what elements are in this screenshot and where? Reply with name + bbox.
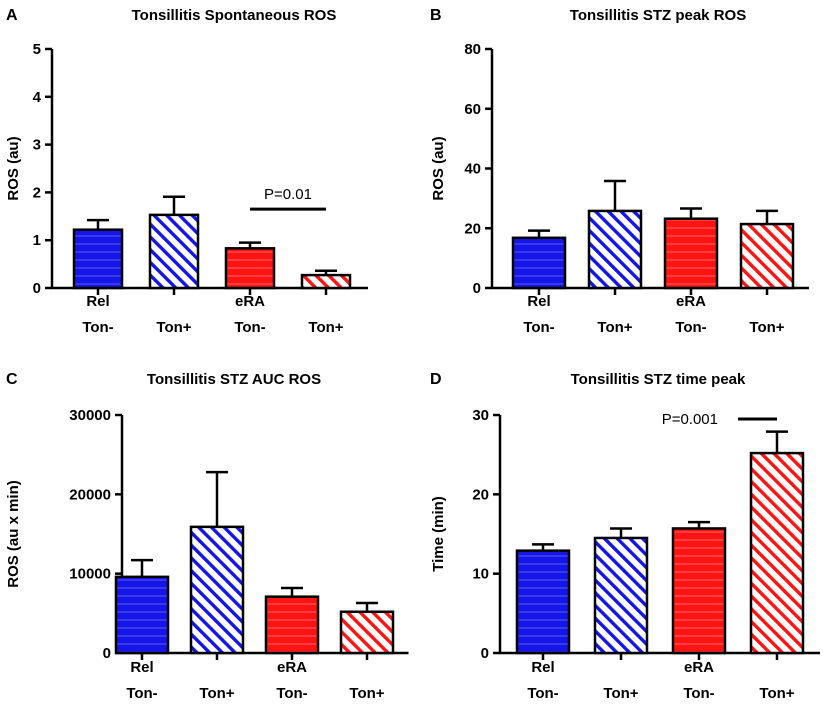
panel-b: B Tonsillitis STZ peak ROS ROS (au) 0 20 40 60… [430,7,809,336]
bar-2 [587,209,643,290]
y-tick-label: 0 [33,280,41,297]
bar-1 [72,228,124,290]
y-tick-label: 0 [473,280,481,297]
x-tick-label-group: eRA [684,659,714,676]
x-tick-label: Ton+ [759,685,794,702]
x-tick-label: Ton- [276,685,307,702]
bar-2 [148,213,200,290]
y-tick-label: 20 [472,486,489,503]
x-tick-label: Ton- [82,319,113,336]
y-tick-label: 60 [464,101,481,118]
x-tick-label: Ton- [527,685,558,702]
y-tick-label: 3 [33,137,41,154]
x-tick-label: Ton+ [308,319,343,336]
x-tick-label: Ton+ [156,319,191,336]
x-tick-label-group: eRA [277,659,307,676]
y-tick-label: 0 [481,645,489,662]
y-tick-label: 10 [472,566,489,583]
panel-c: C Tonsillitis STZ AUC ROS ROS (au x min) 0 1… [5,371,409,702]
y-tick-label: 4 [33,89,42,106]
x-tick-label-group: eRA [235,293,265,310]
x-tick-label-group: Rel [527,293,550,310]
p-value-label: P=0.01 [264,186,312,203]
y-axis-label: ROS (au x min) [5,480,22,588]
y-tick-label: 30000 [69,407,111,424]
chart-title: Tonsillitis STZ peak ROS [570,7,746,24]
y-axis-label: Time (min) [430,496,447,572]
x-tick-label-group: Rel [86,293,109,310]
p-value-label: P=0.001 [662,411,718,428]
panel-letter: B [430,7,442,24]
y-tick-label: 80 [464,41,481,58]
y-tick-label: 30 [472,407,489,424]
y-tick-label: 1 [33,232,41,249]
y-tick-label: 10000 [69,566,111,583]
chart-title: Tonsillitis STZ AUC ROS [147,371,321,388]
chart-title: Tonsillitis Spontaneous ROS [132,7,337,24]
panel-letter: A [6,7,18,24]
y-axis-label: ROS (au) [430,136,447,200]
x-tick-label: Ton- [683,685,714,702]
x-tick-label: Ton- [675,319,706,336]
x-tick-label: Ton+ [597,319,632,336]
panel-d: D Tonsillitis STZ time peak Time (min) 0 10 2… [430,371,820,702]
y-tick-label: 40 [464,161,481,178]
x-tick-label: Ton- [523,319,554,336]
bar-1 [511,236,567,290]
bar-3 [663,217,719,290]
y-tick-label: 0 [103,645,111,662]
y-tick-label: 2 [33,184,41,201]
bar-3 [671,527,727,655]
chart-title: Tonsillitis STZ time peak [571,371,746,388]
bar-4 [749,451,805,655]
panel-letter: C [6,371,18,388]
panel-a: A Tonsillitis Spontaneous ROS ROS (au) 0 1 2 3… [5,7,368,336]
y-tick-label: 20000 [69,486,111,503]
x-tick-label: Ton+ [199,685,234,702]
x-tick-label-group: Rel [130,659,153,676]
bar-2 [189,525,245,655]
bar-4 [339,610,395,655]
bar-2 [593,536,649,655]
bar-4 [739,222,795,290]
x-tick-label: Ton+ [603,685,638,702]
bar-3 [224,247,276,290]
bar-4 [300,273,352,290]
x-tick-label: Ton+ [349,685,384,702]
bar-3 [264,595,320,655]
bar-1 [515,549,571,655]
x-tick-label-group: Rel [531,659,554,676]
x-tick-label: Ton- [126,685,157,702]
y-axis-label: ROS (au) [5,136,22,200]
x-tick-label: Ton- [234,319,265,336]
y-tick-label: 20 [464,220,481,237]
bar-1 [114,575,170,655]
y-tick-label: 5 [33,41,41,58]
x-tick-label-group: eRA [676,293,706,310]
panel-letter: D [430,371,442,388]
x-tick-label: Ton+ [749,319,784,336]
